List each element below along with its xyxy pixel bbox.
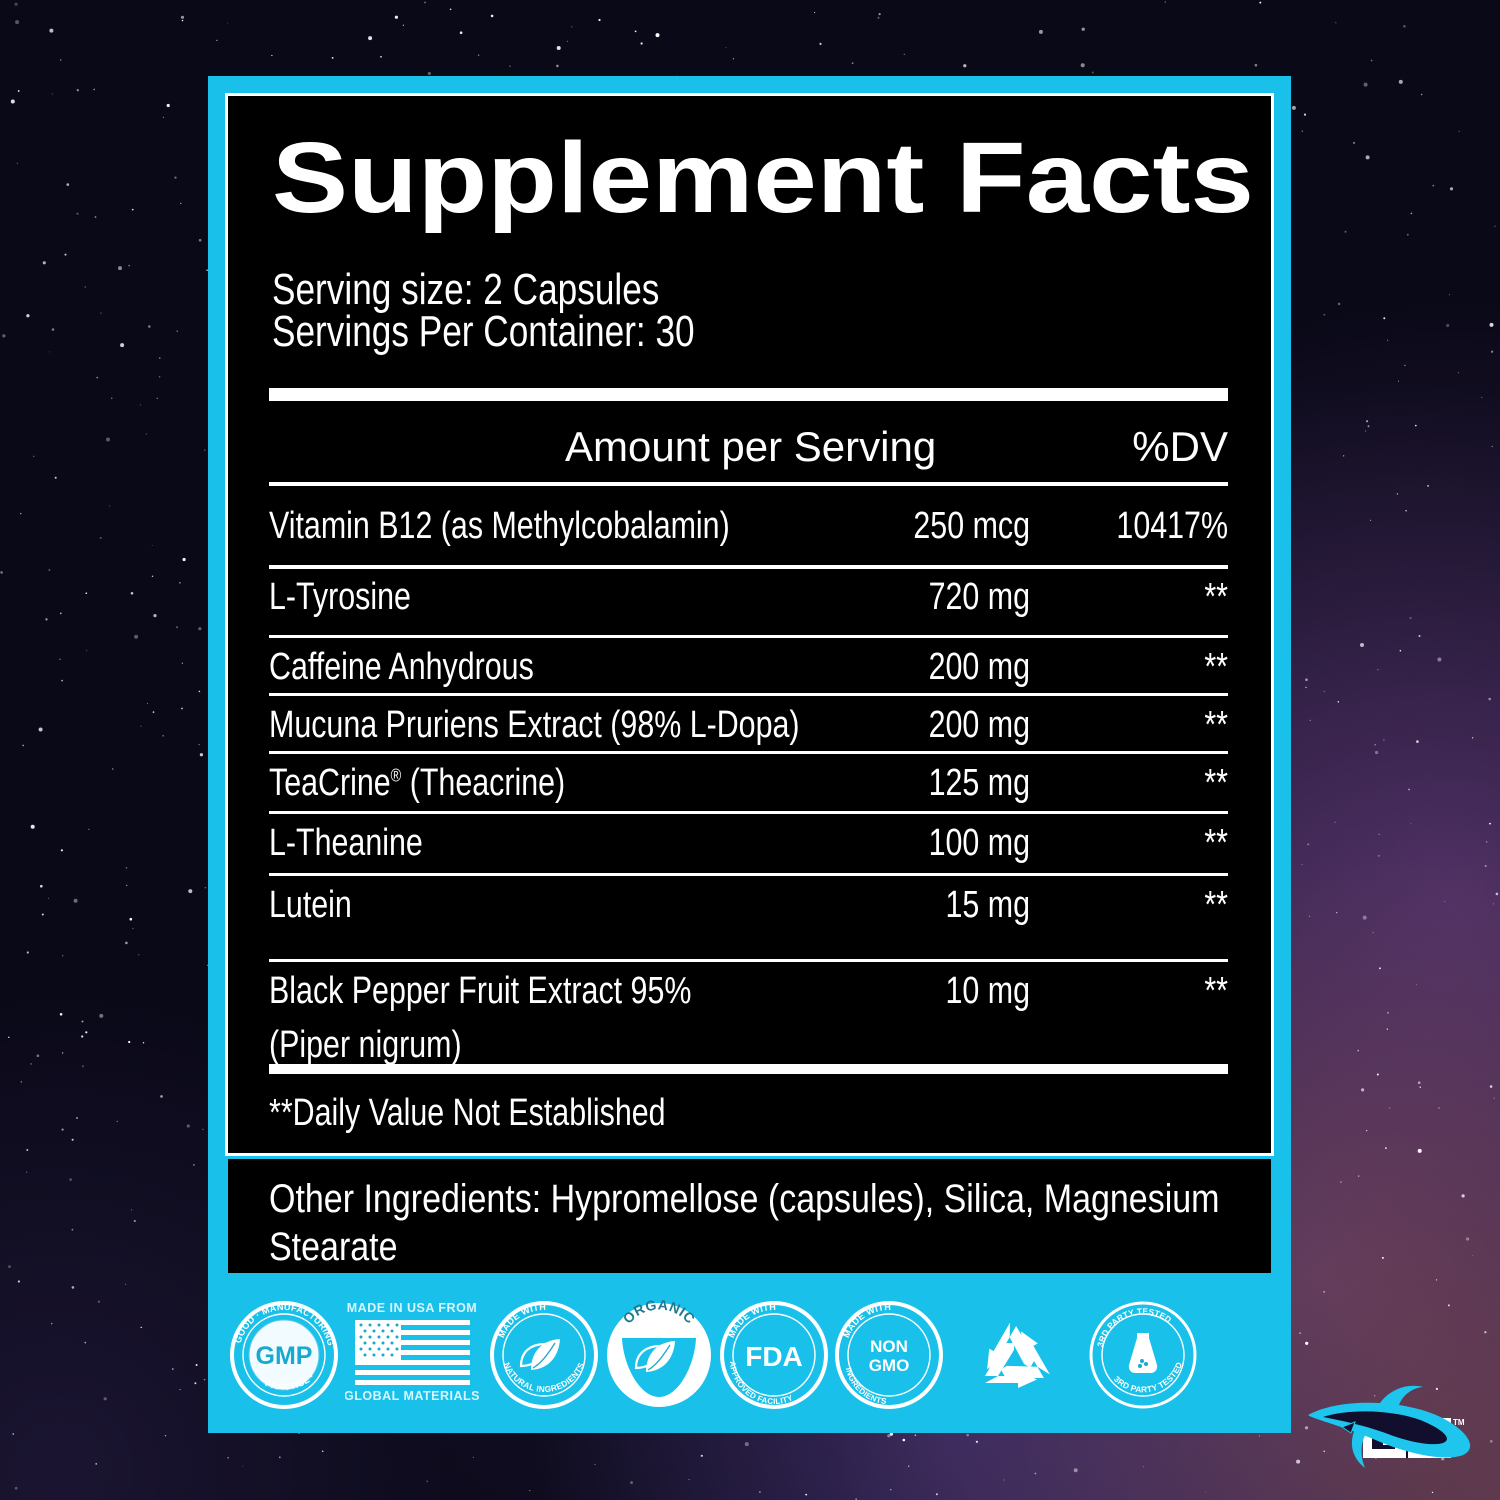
svg-text:3RD PARTY TESTED: 3RD PARTY TESTED — [1095, 1306, 1174, 1348]
svg-text:GLOBAL MATERIALS: GLOBAL MATERIALS — [345, 1389, 480, 1403]
svg-text:GMP: GMP — [256, 1342, 313, 1370]
svg-text:NON: NON — [870, 1337, 908, 1356]
svg-text:FDA: FDA — [745, 1341, 803, 1372]
svg-text:MADE IN USA FROM: MADE IN USA FROM — [347, 1301, 477, 1315]
svg-text:GMO: GMO — [869, 1356, 910, 1375]
